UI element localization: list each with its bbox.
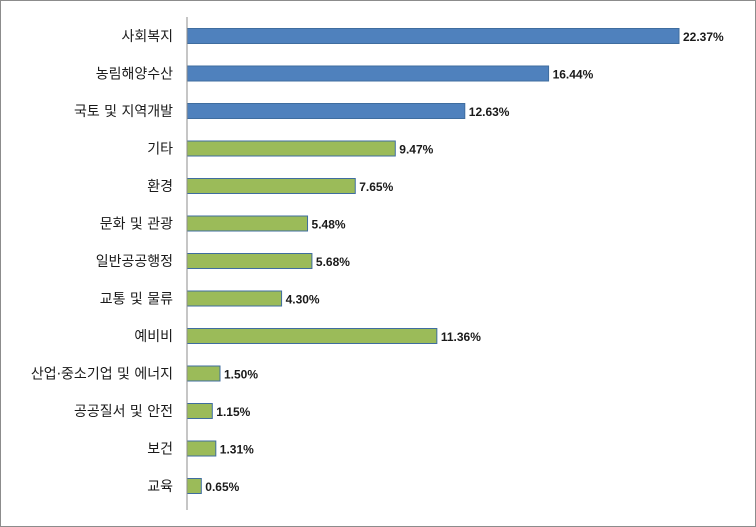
category-label: 교통 및 물류	[100, 292, 173, 308]
category-label: 문화 및 관광	[100, 217, 173, 233]
value-label: 16.44%	[553, 68, 594, 82]
category-label: 사회복지	[121, 29, 173, 45]
category-label: 환경	[147, 179, 173, 195]
bar	[186, 65, 550, 82]
value-label: 5.48%	[312, 218, 346, 232]
category-label: 공공질서 및 안전	[74, 404, 173, 420]
category-label: 기타	[147, 142, 173, 158]
bar	[186, 440, 217, 457]
value-label: 1.15%	[216, 405, 250, 419]
value-label: 12.63%	[469, 105, 510, 119]
bar	[186, 178, 356, 194]
category-label: 일반공공행정	[96, 254, 173, 270]
value-label: 1.50%	[224, 368, 258, 382]
bar	[186, 215, 309, 232]
category-label: 보건	[147, 442, 173, 458]
bar	[186, 103, 466, 119]
value-label: 5.68%	[316, 255, 350, 269]
category-label: 예비비	[134, 329, 173, 345]
category-label: 산업·중소기업 및 에너지	[31, 367, 173, 383]
value-label: 11.36%	[441, 330, 481, 344]
value-labels: 22.37% 16.44% 12.63% 9.47% 7.65% 5.48% 5.68% 4.…	[205, 30, 724, 494]
value-label: 7.65%	[359, 180, 393, 194]
value-label: 22.37%	[683, 30, 724, 44]
bar	[186, 478, 202, 494]
category-label: 교육	[147, 479, 173, 495]
bar	[186, 365, 221, 382]
bar	[186, 290, 283, 307]
value-label: 0.65%	[205, 480, 239, 494]
bar	[186, 253, 313, 269]
category-label: 국토 및 지역개발	[74, 104, 173, 120]
bar	[186, 328, 438, 344]
bar	[186, 28, 680, 44]
bar	[186, 140, 396, 157]
value-label: 4.30%	[286, 293, 320, 307]
bars-group	[186, 28, 680, 494]
value-label: 9.47%	[399, 143, 433, 157]
bar	[186, 403, 213, 419]
category-label: 농림해양수산	[96, 67, 173, 83]
value-label: 1.31%	[220, 443, 254, 457]
